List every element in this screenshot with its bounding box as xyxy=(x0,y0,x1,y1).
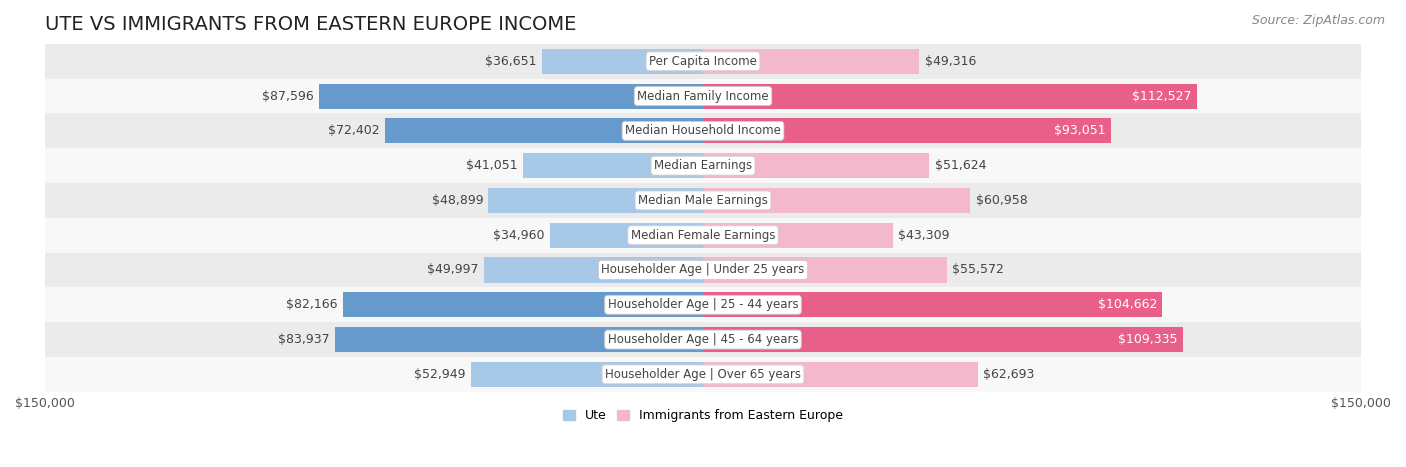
Text: $93,051: $93,051 xyxy=(1054,124,1107,137)
Text: $82,166: $82,166 xyxy=(285,298,337,311)
Text: $41,051: $41,051 xyxy=(465,159,517,172)
Text: Source: ZipAtlas.com: Source: ZipAtlas.com xyxy=(1251,14,1385,27)
Bar xyxy=(45,218,1361,253)
Bar xyxy=(45,322,1361,357)
Text: Median Household Income: Median Household Income xyxy=(626,124,780,137)
Text: $87,596: $87,596 xyxy=(262,90,314,103)
Bar xyxy=(703,188,970,213)
Bar xyxy=(471,362,703,387)
Text: Householder Age | 45 - 64 years: Householder Age | 45 - 64 years xyxy=(607,333,799,346)
Bar xyxy=(484,257,703,283)
Text: $60,958: $60,958 xyxy=(976,194,1028,207)
Bar xyxy=(488,188,703,213)
Bar xyxy=(385,118,703,143)
Bar xyxy=(45,113,1361,148)
Text: Per Capita Income: Per Capita Income xyxy=(650,55,756,68)
Bar xyxy=(45,287,1361,322)
Text: Median Male Earnings: Median Male Earnings xyxy=(638,194,768,207)
Text: $49,316: $49,316 xyxy=(925,55,976,68)
Bar xyxy=(523,153,703,178)
Bar xyxy=(45,253,1361,287)
Text: $83,937: $83,937 xyxy=(278,333,329,346)
Bar xyxy=(45,78,1361,113)
Text: UTE VS IMMIGRANTS FROM EASTERN EUROPE INCOME: UTE VS IMMIGRANTS FROM EASTERN EUROPE IN… xyxy=(45,15,576,34)
Bar xyxy=(703,49,920,74)
Bar xyxy=(703,292,1163,317)
Bar xyxy=(703,257,946,283)
Text: $62,693: $62,693 xyxy=(983,368,1035,381)
Bar xyxy=(45,357,1361,392)
Bar xyxy=(703,223,893,248)
Text: Householder Age | Over 65 years: Householder Age | Over 65 years xyxy=(605,368,801,381)
Bar xyxy=(703,153,929,178)
Bar xyxy=(45,183,1361,218)
Bar xyxy=(543,49,703,74)
Text: $48,899: $48,899 xyxy=(432,194,484,207)
Text: $49,997: $49,997 xyxy=(427,263,478,276)
Bar xyxy=(45,44,1361,78)
Text: Median Earnings: Median Earnings xyxy=(654,159,752,172)
Legend: Ute, Immigrants from Eastern Europe: Ute, Immigrants from Eastern Europe xyxy=(558,404,848,427)
Bar xyxy=(550,223,703,248)
Text: Householder Age | 25 - 44 years: Householder Age | 25 - 44 years xyxy=(607,298,799,311)
Text: Median Family Income: Median Family Income xyxy=(637,90,769,103)
Bar xyxy=(703,327,1182,352)
Text: $72,402: $72,402 xyxy=(329,124,380,137)
Text: Householder Age | Under 25 years: Householder Age | Under 25 years xyxy=(602,263,804,276)
Bar xyxy=(343,292,703,317)
Text: $36,651: $36,651 xyxy=(485,55,537,68)
Text: $52,949: $52,949 xyxy=(413,368,465,381)
Bar xyxy=(703,362,979,387)
Bar xyxy=(319,84,703,109)
Text: $55,572: $55,572 xyxy=(952,263,1004,276)
Bar xyxy=(703,84,1197,109)
Text: $112,527: $112,527 xyxy=(1132,90,1191,103)
Text: $109,335: $109,335 xyxy=(1118,333,1177,346)
Text: $51,624: $51,624 xyxy=(935,159,986,172)
Bar xyxy=(335,327,703,352)
Text: $34,960: $34,960 xyxy=(494,229,544,242)
Bar xyxy=(703,118,1111,143)
Text: $43,309: $43,309 xyxy=(898,229,950,242)
Text: Median Female Earnings: Median Female Earnings xyxy=(631,229,775,242)
Bar xyxy=(45,148,1361,183)
Text: $104,662: $104,662 xyxy=(1098,298,1157,311)
